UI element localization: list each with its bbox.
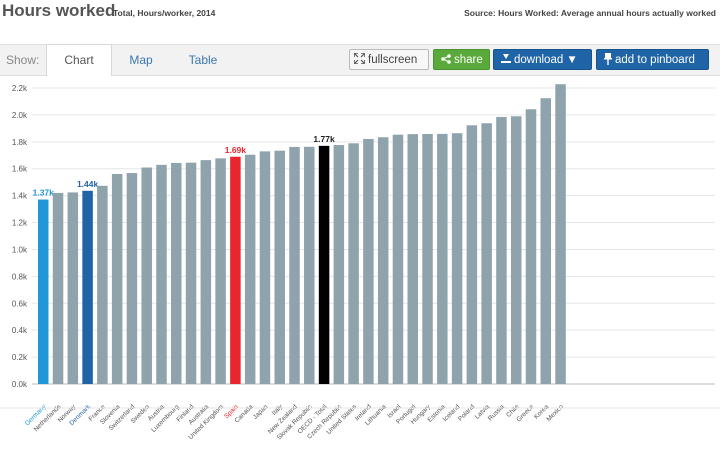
page-subtitle: Total, Hours/worker, 2014: [113, 8, 216, 18]
y-tick-label: 1.4k: [12, 192, 28, 201]
pin-icon: [604, 52, 612, 65]
bar: [230, 156, 241, 384]
bar: [97, 185, 108, 384]
bar: [451, 133, 463, 384]
bar: [156, 164, 167, 384]
share-button[interactable]: share: [433, 49, 490, 70]
bar: [481, 123, 492, 384]
bar: [259, 151, 271, 384]
bar: [304, 146, 315, 384]
bar: [200, 160, 212, 384]
bar: [111, 173, 123, 384]
show-label: Show:: [6, 53, 40, 67]
y-tick-label: 0.0k: [12, 380, 28, 389]
x-tick-label: Japan: [252, 403, 270, 421]
header: Hours worked Total, Hours/worker, 2014 S…: [0, 0, 720, 30]
y-tick-label: 1.6k: [12, 165, 28, 174]
bar: [437, 133, 448, 384]
bar: [67, 192, 79, 384]
bar: [141, 167, 152, 384]
data-label: 1.44k: [77, 179, 99, 189]
bar: [318, 145, 330, 384]
bar: [38, 199, 49, 384]
tab-map[interactable]: Map: [129, 53, 153, 67]
data-label: 1.37k: [33, 188, 55, 198]
bar-chart: 0.0k 0.2k 0.4k 0.6k 0.8k 1.0k 1.2k 1.4k 1.6k 1.8k…: [0, 84, 720, 441]
y-tick-label: 0.2k: [12, 353, 28, 362]
bar: [171, 162, 182, 384]
bar: [496, 116, 507, 384]
data-label: 1.77k: [313, 134, 335, 144]
toolbar: Show: Chart Map Table fullscreen share d…: [0, 44, 720, 76]
y-tick-label: 1.2k: [12, 219, 28, 228]
bar: [555, 84, 566, 384]
bar: [289, 146, 300, 384]
bar: [363, 138, 374, 384]
y-tick-label: 2.0k: [12, 111, 28, 120]
y-tick-label: 0.4k: [12, 326, 28, 335]
x-tick-label: Russia: [487, 403, 506, 422]
share-icon: [441, 54, 451, 64]
bar: [126, 173, 138, 384]
bar: [215, 158, 226, 384]
bar: [392, 134, 404, 384]
bar: [52, 192, 64, 384]
tab-table[interactable]: Table: [188, 53, 218, 67]
bar: [422, 134, 433, 384]
bar: [466, 125, 478, 384]
pinboard-label: add to pinboard: [615, 54, 695, 66]
download-button[interactable]: download ▼: [493, 49, 592, 70]
fullscreen-button[interactable]: fullscreen: [349, 49, 429, 70]
add-to-pinboard-button[interactable]: add to pinboard: [596, 49, 709, 70]
source-note: Source: Hours Worked: Average annual hou…: [464, 8, 716, 18]
bar: [407, 134, 418, 384]
y-tick-label: 0.6k: [12, 299, 28, 308]
share-label: share: [454, 54, 483, 66]
bar: [333, 145, 345, 384]
bar: [348, 143, 359, 384]
bar: [510, 116, 522, 384]
fullscreen-icon: [353, 52, 366, 66]
tab-chart[interactable]: Chart: [46, 44, 112, 76]
download-icon: [501, 54, 511, 64]
bar: [185, 162, 197, 384]
bar: [540, 98, 552, 384]
bar: [274, 150, 285, 384]
bar: [244, 154, 256, 384]
data-label: 1.69k: [225, 145, 247, 155]
bar: [525, 109, 537, 384]
download-label: download ▼: [514, 54, 578, 66]
fullscreen-label: fullscreen: [368, 54, 418, 66]
x-tick-label: Mexico: [545, 403, 565, 423]
x-tick-label: Poland: [457, 403, 477, 423]
y-tick-label: 0.8k: [12, 272, 28, 281]
y-tick-label: 1.8k: [12, 138, 28, 147]
y-tick-label: 1.0k: [12, 245, 28, 254]
page-title: Hours worked: [2, 1, 116, 20]
y-tick-label: 2.2k: [12, 84, 28, 93]
bar: [377, 137, 389, 384]
bar: [82, 190, 93, 384]
